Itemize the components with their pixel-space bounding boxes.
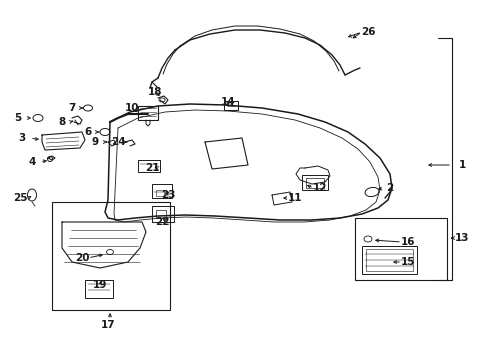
Text: 10: 10 (124, 103, 139, 113)
Text: 5: 5 (14, 113, 21, 123)
Text: 13: 13 (454, 233, 468, 243)
Bar (305, 178, 324, 188)
Text: 12: 12 (312, 183, 326, 193)
Text: 19: 19 (93, 280, 107, 290)
Text: 22: 22 (154, 217, 169, 227)
Text: 21: 21 (144, 163, 159, 173)
Text: 25: 25 (13, 193, 27, 203)
Bar (365, 249, 412, 271)
Text: 8: 8 (58, 117, 65, 127)
Bar (156, 190, 163, 196)
Bar (52, 202, 170, 310)
Bar (224, 101, 238, 110)
Text: 7: 7 (68, 103, 76, 113)
Bar (138, 106, 158, 120)
Text: 1: 1 (457, 160, 465, 170)
Text: 17: 17 (101, 320, 115, 330)
Text: 15: 15 (400, 257, 414, 267)
Text: 14: 14 (220, 97, 235, 107)
Bar (156, 210, 165, 218)
Text: 11: 11 (287, 193, 302, 203)
Text: 24: 24 (110, 137, 125, 147)
Text: 18: 18 (147, 87, 162, 97)
Bar (361, 246, 416, 274)
Text: 20: 20 (75, 253, 89, 263)
Text: 23: 23 (161, 190, 175, 200)
Bar (138, 160, 160, 172)
Bar (302, 175, 327, 190)
Bar (152, 206, 174, 222)
Text: 4: 4 (28, 157, 36, 167)
Text: 2: 2 (386, 183, 393, 193)
Bar (354, 218, 446, 280)
Text: 9: 9 (91, 137, 99, 147)
Text: 6: 6 (84, 127, 91, 137)
Text: 3: 3 (19, 133, 25, 143)
Text: 26: 26 (360, 27, 374, 37)
Bar (152, 184, 172, 198)
Text: 16: 16 (400, 237, 414, 247)
Bar (85, 280, 113, 298)
